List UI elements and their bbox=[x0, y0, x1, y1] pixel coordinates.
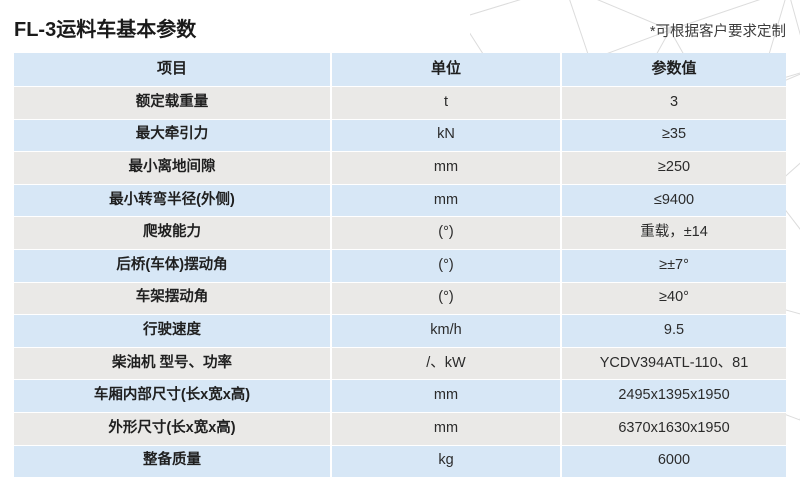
table-row: 车架摆动角 (°) ≥40° bbox=[14, 282, 786, 316]
table-header: 项目 单位 参数值 bbox=[14, 53, 786, 87]
cell-value: 6000 bbox=[562, 445, 786, 479]
cell-item: 最大牵引力 bbox=[14, 119, 332, 153]
table-row: 后桥(车体)摆动角 (°) ≥±7° bbox=[14, 249, 786, 283]
cell-value: ≥250 bbox=[562, 152, 786, 185]
cell-value: 3 bbox=[562, 87, 786, 120]
table-row: 最小离地间隙 mm ≥250 bbox=[14, 152, 786, 185]
cell-unit: mm bbox=[332, 152, 562, 185]
cell-item: 最小转弯半径(外侧) bbox=[14, 184, 332, 218]
column-header-value: 参数值 bbox=[562, 53, 786, 87]
cell-unit: mm bbox=[332, 380, 562, 413]
table-row: 行驶速度 km/h 9.5 bbox=[14, 315, 786, 348]
customization-note: *可根据客户要求定制 bbox=[649, 24, 786, 40]
cell-value: 重载，±14 bbox=[562, 217, 786, 250]
cell-value: ≥40° bbox=[562, 282, 786, 316]
table-row: 车厢内部尺寸(长x宽x高) mm 2495x1395x1950 bbox=[14, 380, 786, 413]
column-header-unit: 单位 bbox=[332, 53, 562, 87]
cell-value: ≥±7° bbox=[562, 249, 786, 283]
cell-unit: t bbox=[332, 87, 562, 120]
table-body: 额定载重量 t 3 最大牵引力 kN ≥35 最小离地间隙 mm ≥250 最小转弯半径(外侧) m… bbox=[14, 87, 786, 479]
cell-unit: (°) bbox=[332, 282, 562, 316]
page-title: FL-3运料车基本参数 bbox=[14, 19, 197, 41]
table-row: 爬坡能力 (°) 重载，±14 bbox=[14, 217, 786, 250]
cell-value: 9.5 bbox=[562, 315, 786, 348]
cell-unit: (°) bbox=[332, 249, 562, 283]
cell-item: 爬坡能力 bbox=[14, 217, 332, 250]
cell-value: ≥35 bbox=[562, 119, 786, 153]
table-row: 额定载重量 t 3 bbox=[14, 87, 786, 120]
table-row: 外形尺寸(长x宽x高) mm 6370x1630x1950 bbox=[14, 412, 786, 446]
cell-item: 最小离地间隙 bbox=[14, 152, 332, 185]
table-row: 最大牵引力 kN ≥35 bbox=[14, 119, 786, 153]
table-header-row: 项目 单位 参数值 bbox=[14, 53, 786, 87]
cell-item: 外形尺寸(长x宽x高) bbox=[14, 412, 332, 446]
table-row: 最小转弯半径(外侧) mm ≤9400 bbox=[14, 184, 786, 218]
cell-item: 整备质量 bbox=[14, 445, 332, 479]
column-header-item: 项目 bbox=[14, 53, 332, 87]
cell-unit: kN bbox=[332, 119, 562, 153]
cell-unit: mm bbox=[332, 412, 562, 446]
cell-value: ≤9400 bbox=[562, 184, 786, 218]
cell-item: 车架摆动角 bbox=[14, 282, 332, 316]
cell-value: 6370x1630x1950 bbox=[562, 412, 786, 446]
cell-item: 额定载重量 bbox=[14, 87, 332, 120]
cell-item: 柴油机 型号、功率 bbox=[14, 347, 332, 381]
cell-unit: /、kW bbox=[332, 347, 562, 381]
cell-unit: (°) bbox=[332, 217, 562, 250]
table-row: 整备质量 kg 6000 bbox=[14, 445, 786, 479]
cell-unit: mm bbox=[332, 184, 562, 218]
cell-value: YCDV394ATL-110、81 bbox=[562, 347, 786, 381]
page-header: FL-3运料车基本参数 *可根据客户要求定制 bbox=[0, 0, 800, 53]
cell-unit: km/h bbox=[332, 315, 562, 348]
cell-item: 行驶速度 bbox=[14, 315, 332, 348]
cell-value: 2495x1395x1950 bbox=[562, 380, 786, 413]
table-row: 柴油机 型号、功率/、kW YCDV394ATL-110、81 bbox=[14, 347, 786, 381]
specification-table: 项目 单位 参数值 额定载重量 t 3 最大牵引力 kN ≥35 最小离地间隙 mm ≥250 最… bbox=[14, 53, 786, 479]
cell-item: 车厢内部尺寸(长x宽x高) bbox=[14, 380, 332, 413]
cell-unit: kg bbox=[332, 445, 562, 479]
cell-item: 后桥(车体)摆动角 bbox=[14, 249, 332, 283]
